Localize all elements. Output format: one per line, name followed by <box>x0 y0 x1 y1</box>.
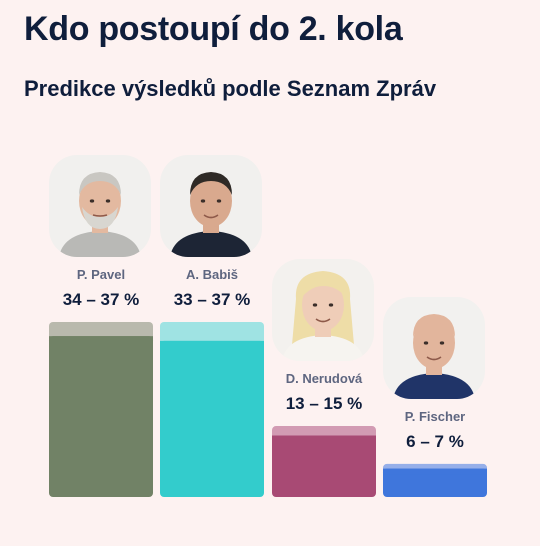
portrait-nerudova-icon <box>272 259 374 362</box>
bar-0 <box>49 336 153 497</box>
page-subtitle: Predikce výsledků podle Seznam Zpráv <box>24 76 437 101</box>
portrait-pavel-icon <box>49 154 151 257</box>
candidate-name-1: A. Babiš <box>185 266 238 282</box>
range-label-0: 34 – 37 % <box>62 289 140 309</box>
range-label-3: 6 – 7 % <box>406 431 464 451</box>
bar-range-1 <box>160 321 264 345</box>
bar-cap-0 <box>49 336 153 343</box>
bar-2 <box>272 435 376 497</box>
range-label-1: 33 – 37 % <box>173 289 251 309</box>
bar-cap-3 <box>383 468 487 475</box>
candidate-name-2: D. Nerudová <box>285 371 363 387</box>
range-label-2: 13 – 15 % <box>285 394 363 414</box>
bar-3 <box>383 468 487 497</box>
bar-1 <box>160 340 264 497</box>
bar-cap-2 <box>272 435 376 442</box>
portrait-fischer-icon <box>383 296 485 399</box>
bar-cap-1 <box>160 340 264 347</box>
candidate-name-0: P. Pavel <box>76 266 126 282</box>
page-title: Kdo postoupí do 2. kola <box>24 10 403 48</box>
candidate-name-3: P. Fischer <box>404 408 466 424</box>
bar-range-0 <box>49 321 153 341</box>
portrait-babis-icon <box>160 154 262 257</box>
